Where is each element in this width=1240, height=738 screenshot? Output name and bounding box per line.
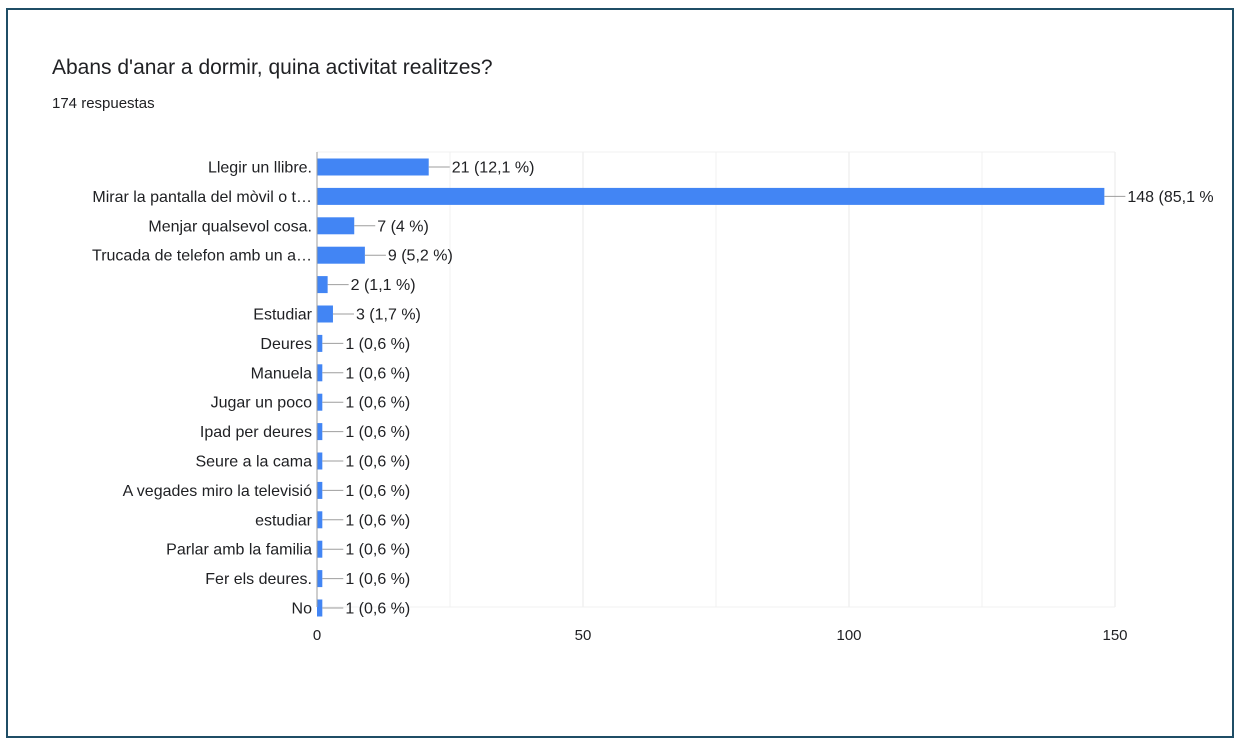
category-label: Deures [260, 336, 312, 353]
data-label: 1 (0,6 %) [345, 512, 410, 529]
data-label: 1 (0,6 %) [345, 336, 410, 353]
category-label: Mirar la pantalla del mòvil o t… [92, 189, 312, 206]
category-label: No [292, 601, 313, 618]
x-tick-label: 0 [313, 627, 321, 644]
data-label: 1 (0,6 %) [345, 365, 410, 382]
question-title: Abans d'anar a dormir, quina activitat r… [52, 56, 493, 79]
bar [317, 393, 323, 411]
data-label: 1 (0,6 %) [345, 424, 410, 441]
data-label: 21 (12,1 %) [452, 160, 535, 177]
data-label: 1 (0,6 %) [345, 571, 410, 588]
data-label: 1 (0,6 %) [345, 454, 410, 471]
bar [317, 452, 323, 470]
bar [317, 158, 429, 176]
bar [317, 364, 323, 382]
category-label: Llegir un llibre. [208, 160, 312, 177]
bar [317, 217, 355, 235]
category-label: estudiar [255, 512, 313, 529]
bar [317, 334, 323, 352]
bar [317, 481, 323, 499]
category-label: Trucada de telefon amb un a… [92, 248, 312, 265]
x-tick-label: 150 [1102, 627, 1127, 644]
data-label: 7 (4 %) [377, 218, 429, 235]
bar [317, 511, 323, 529]
x-tick-label: 50 [575, 627, 592, 644]
category-label: Seure a la cama [195, 454, 312, 471]
bar [317, 187, 1105, 205]
category-label: Estudiar [253, 307, 312, 324]
data-label: 2 (1,1 %) [351, 277, 416, 294]
x-tick-label: 100 [836, 627, 861, 644]
bar [317, 599, 323, 617]
data-label: 1 (0,6 %) [345, 483, 410, 500]
category-label: A vegades miro la televisió [123, 483, 313, 500]
category-label: Parlar amb la familia [166, 542, 312, 559]
bar [317, 305, 333, 323]
data-label: 1 (0,6 %) [345, 601, 410, 618]
data-label: 148 (85,1 % [1127, 189, 1213, 206]
bar [317, 423, 323, 441]
bar [317, 570, 323, 588]
category-label: Jugar un poco [211, 395, 313, 412]
category-label: Menjar qualsevol cosa. [148, 218, 312, 235]
data-label: 1 (0,6 %) [345, 542, 410, 559]
category-label: Fer els deures. [205, 571, 312, 588]
data-label: 1 (0,6 %) [345, 395, 410, 412]
bar [317, 540, 323, 558]
bar [317, 246, 365, 264]
data-label: 3 (1,7 %) [356, 307, 421, 324]
data-label: 9 (5,2 %) [388, 248, 453, 265]
category-label: Ipad per deures [200, 424, 312, 441]
bar [317, 276, 328, 294]
response-count: 174 respuestas [52, 95, 155, 112]
category-label: Manuela [251, 365, 312, 382]
